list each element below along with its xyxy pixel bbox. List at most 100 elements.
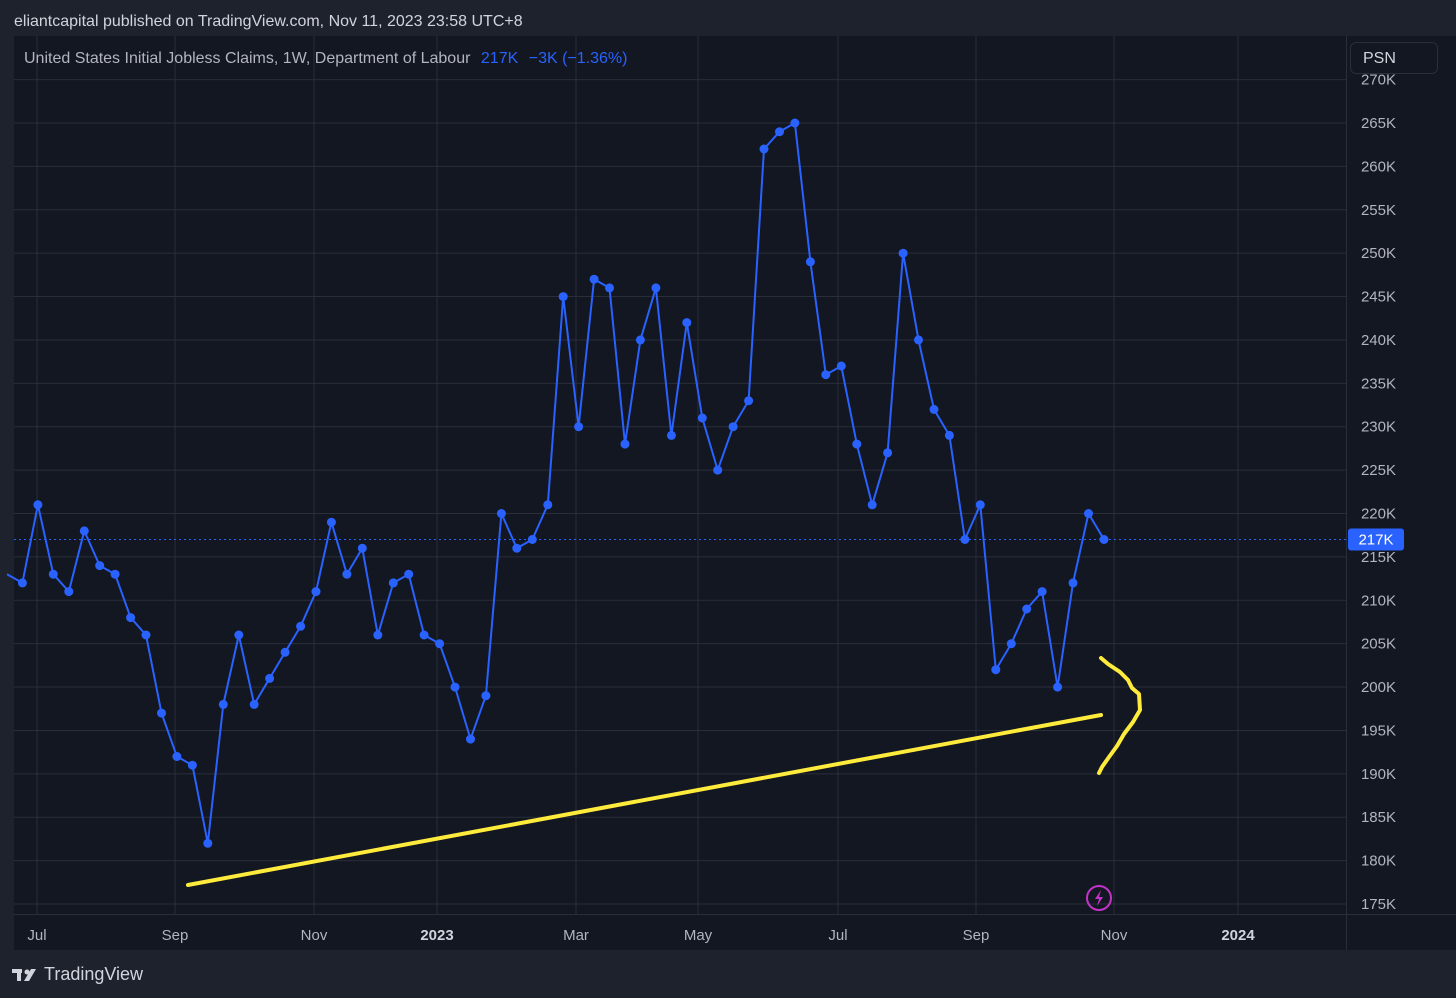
data-point [728,422,738,432]
data-point [296,621,306,631]
data-point [419,630,429,640]
tradingview-icon [12,968,36,981]
data-point [265,673,275,683]
data-point [126,613,136,623]
data-point [79,526,89,536]
data-point [203,838,213,848]
data-point [1006,639,1016,649]
data-point [388,578,398,588]
publisher-text: eliantcapital published on TradingView.c… [14,13,523,30]
data-point [435,639,445,649]
data-point [975,500,985,510]
y-axis-ticks: 175K 180K 185K 190K 195K 200K 205K 210K 215K 220K… [1361,72,1396,913]
y-tick-label: 240K [1361,332,1396,349]
data-point [543,500,553,510]
y-tick-label: 255K [1361,202,1396,219]
data-point [914,335,923,345]
svg-text:217K: 217K [1358,532,1393,549]
data-point [512,543,522,553]
y-tick-label: 235K [1361,375,1396,392]
x-axis-ticks: Jul Sep Nov 2023 Mar May Jul Sep Nov 2024 [27,927,1255,944]
data-point [991,665,1001,675]
lightning-icon-group [1086,885,1112,911]
data-point [1099,535,1109,544]
psn-button[interactable]: PSN [1350,42,1438,74]
data-point [450,682,460,692]
y-tick-label: 265K [1361,115,1396,132]
trend-line-annotation [186,713,1103,887]
x-tick-label: 2023 [420,927,453,944]
legend-title: United States Initial Jobless Claims, 1W… [24,50,471,67]
lightning-icon [1095,890,1103,906]
y-tick-label: 210K [1361,592,1396,609]
data-point [682,318,692,328]
x-tick-label: 2024 [1221,927,1255,944]
data-point [852,439,862,449]
y-tick-label: 190K [1361,766,1396,783]
axis-corner [1346,914,1456,950]
data-point [95,561,105,571]
data-point [481,691,491,701]
y-tick-label: 185K [1361,809,1396,826]
legend-change: −3K (−1.36%) [528,50,628,67]
data-point [898,248,908,258]
grid-lines [14,36,1346,914]
y-tick-label: 230K [1361,419,1396,436]
data-point [1022,604,1032,614]
data-point [1037,587,1047,597]
data-point [280,647,290,657]
data-point [821,370,831,380]
publisher-bar: eliantcapital published on TradingView.c… [0,0,1456,36]
data-point [744,396,754,406]
chart-pane[interactable] [14,36,1346,914]
data-point [620,439,630,449]
last-value-label: 217K [1348,528,1404,551]
price-axis[interactable] [1346,36,1456,914]
data-point [110,569,120,579]
data-point [944,430,954,440]
data-point [883,448,893,458]
y-tick-label: 245K [1361,289,1396,306]
data-point [713,465,723,475]
data-point [558,292,568,302]
x-tick-label: Nov [301,927,328,944]
data-point [404,569,414,579]
data-point [357,543,367,553]
lightning-icon-ring [1086,885,1112,911]
data-point [1084,509,1093,518]
y-tick-label: 180K [1361,853,1396,870]
footer-brand: TradingView [44,964,144,984]
data-point [836,361,846,371]
data-point [187,760,197,770]
y-tick-label: 220K [1361,506,1396,523]
chart-legend[interactable]: United States Initial Jobless Claims, 1W… [24,50,627,68]
data-point [666,430,676,440]
tradingview-logo[interactable]: TradingView [12,964,143,985]
x-tick-label: Mar [563,927,589,944]
data-point [234,630,244,640]
data-point [527,535,537,544]
y-tick-label: 205K [1361,636,1396,653]
x-tick-label: Sep [963,927,990,944]
data-point [867,500,877,510]
y-tick-label: 215K [1361,549,1396,566]
y-tick-label: 175K [1361,896,1396,913]
x-tick-label: Jul [828,927,847,944]
data-point [373,630,383,640]
y-tick-label: 270K [1361,72,1396,89]
legend-value: 217K [480,50,519,67]
y-tick-label: 195K [1361,722,1396,739]
y-tick-label: 200K [1361,679,1396,696]
data-point [759,144,769,154]
data-point [775,127,784,137]
data-point [651,283,661,293]
time-axis[interactable] [14,914,1346,950]
data-point [33,500,43,510]
data-point [466,734,475,744]
data-point [17,578,27,588]
data-point [697,413,707,423]
data-point [64,587,74,597]
y-tick-label: 250K [1361,245,1396,262]
data-point [496,509,506,518]
data-point [635,335,645,345]
